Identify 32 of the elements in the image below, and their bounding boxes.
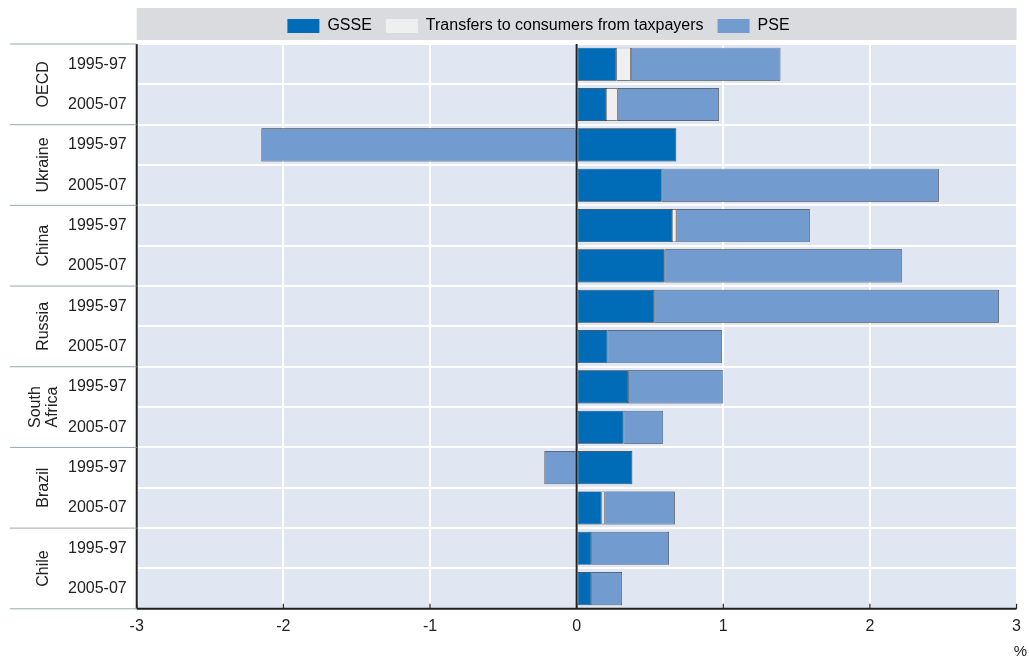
legend-label: PSE	[757, 16, 790, 34]
y-tick-label: 1995-97	[68, 296, 127, 314]
text: OECD	[34, 61, 52, 108]
y-tick-label: 1995-97	[68, 54, 127, 72]
x-tick-label: -2	[276, 616, 291, 634]
y-tick-label: 1995-97	[68, 538, 127, 556]
y-tick-label: 1995-97	[68, 135, 127, 153]
text: Ukraine	[34, 137, 52, 193]
x-tick-label: 2	[865, 616, 875, 634]
text: Russia	[34, 301, 52, 351]
x-tick-label: -1	[422, 616, 438, 634]
text: South Africa	[26, 386, 61, 428]
y-tick-label: 1995-97	[68, 458, 127, 476]
legend-label: GSSE	[327, 16, 372, 34]
y-tick-label: 2005-07	[68, 336, 127, 354]
y-tick-label: 2005-07	[68, 579, 127, 597]
y-tick-label: 2005-07	[68, 256, 127, 274]
x-tick-label: 1	[718, 616, 728, 634]
x-axis-title: %	[1013, 642, 1027, 660]
text: Chile	[34, 550, 52, 587]
y-tick-label: 2005-07	[68, 498, 127, 516]
y-tick-label: 1995-97	[68, 377, 127, 395]
y-tick-label: 1995-97	[68, 215, 127, 233]
x-tick-label: 0	[572, 616, 582, 634]
x-tick-label: 3	[1012, 616, 1022, 634]
text: China	[34, 224, 52, 267]
text: Brazil	[34, 467, 52, 508]
y-tick-label: 2005-07	[68, 175, 127, 193]
y-tick-label: 2005-07	[68, 417, 127, 435]
y-tick-label: 2005-07	[68, 94, 127, 112]
legend-label: Transfers to consumers from taxpayers	[425, 16, 704, 34]
x-tick-label: -3	[129, 616, 144, 634]
